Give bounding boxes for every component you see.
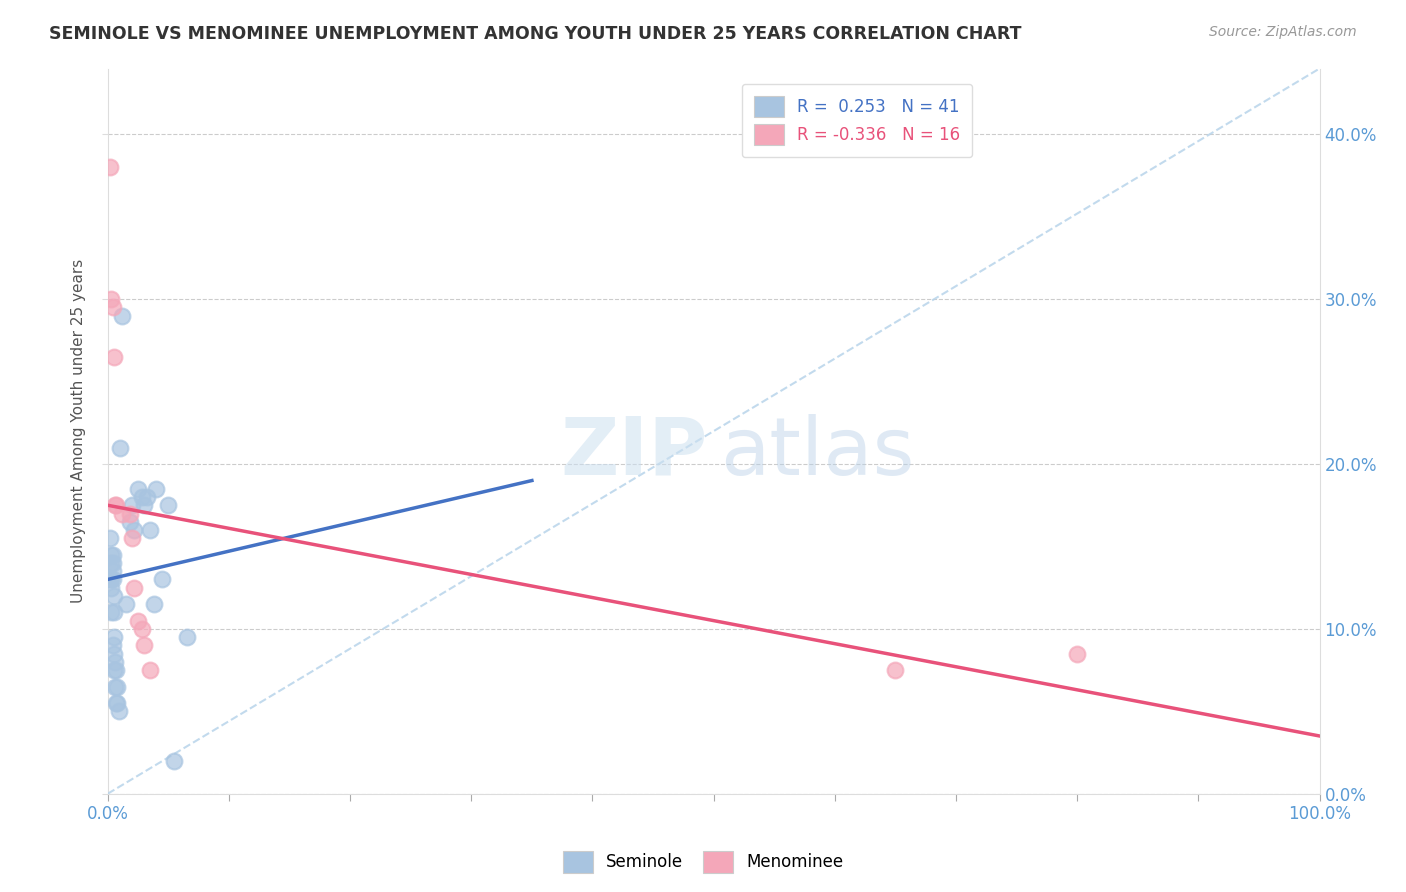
Point xyxy=(127,614,149,628)
Point xyxy=(101,548,124,562)
Point xyxy=(107,680,129,694)
Point xyxy=(150,573,173,587)
Point xyxy=(100,581,122,595)
Point xyxy=(103,647,125,661)
Point xyxy=(124,581,146,595)
Point xyxy=(111,309,134,323)
Point xyxy=(101,638,124,652)
Point xyxy=(145,482,167,496)
Text: atlas: atlas xyxy=(720,414,914,491)
Point xyxy=(100,548,122,562)
Point xyxy=(103,663,125,677)
Point xyxy=(176,630,198,644)
Point xyxy=(131,490,153,504)
Point xyxy=(157,498,180,512)
Point xyxy=(115,597,138,611)
Point xyxy=(163,754,186,768)
Point xyxy=(105,696,128,710)
Point xyxy=(100,556,122,570)
Point xyxy=(139,663,162,677)
Point xyxy=(104,680,127,694)
Point xyxy=(124,523,146,537)
Point xyxy=(101,573,124,587)
Point xyxy=(101,564,124,578)
Point xyxy=(107,696,129,710)
Point xyxy=(139,523,162,537)
Point xyxy=(98,531,121,545)
Legend: R =  0.253   N = 41, R = -0.336   N = 16: R = 0.253 N = 41, R = -0.336 N = 16 xyxy=(742,84,972,157)
Point xyxy=(118,507,141,521)
Point xyxy=(135,490,157,504)
Point xyxy=(103,589,125,603)
Point xyxy=(104,498,127,512)
Point xyxy=(100,606,122,620)
Point xyxy=(107,704,129,718)
Point xyxy=(121,531,143,545)
Point xyxy=(884,663,907,677)
Point xyxy=(118,515,141,529)
Text: Source: ZipAtlas.com: Source: ZipAtlas.com xyxy=(1209,25,1357,39)
Point xyxy=(1066,647,1088,661)
Text: SEMINOLE VS MENOMINEE UNEMPLOYMENT AMONG YOUTH UNDER 25 YEARS CORRELATION CHART: SEMINOLE VS MENOMINEE UNEMPLOYMENT AMONG… xyxy=(49,25,1022,43)
Point xyxy=(104,655,127,669)
Point xyxy=(100,292,122,306)
Point xyxy=(98,573,121,587)
Point xyxy=(121,498,143,512)
Point xyxy=(142,597,165,611)
Point xyxy=(103,606,125,620)
Point xyxy=(100,573,122,587)
Point xyxy=(103,630,125,644)
Y-axis label: Unemployment Among Youth under 25 years: Unemployment Among Youth under 25 years xyxy=(72,259,86,603)
Point xyxy=(105,498,128,512)
Point xyxy=(134,498,156,512)
Point xyxy=(134,638,156,652)
Point xyxy=(111,507,134,521)
Point xyxy=(105,663,128,677)
Point xyxy=(98,161,121,175)
Point xyxy=(131,622,153,636)
Point xyxy=(108,441,131,455)
Point xyxy=(103,350,125,364)
Text: ZIP: ZIP xyxy=(561,414,707,491)
Point xyxy=(127,482,149,496)
Legend: Seminole, Menominee: Seminole, Menominee xyxy=(555,845,851,880)
Point xyxy=(101,556,124,570)
Point xyxy=(101,301,124,315)
